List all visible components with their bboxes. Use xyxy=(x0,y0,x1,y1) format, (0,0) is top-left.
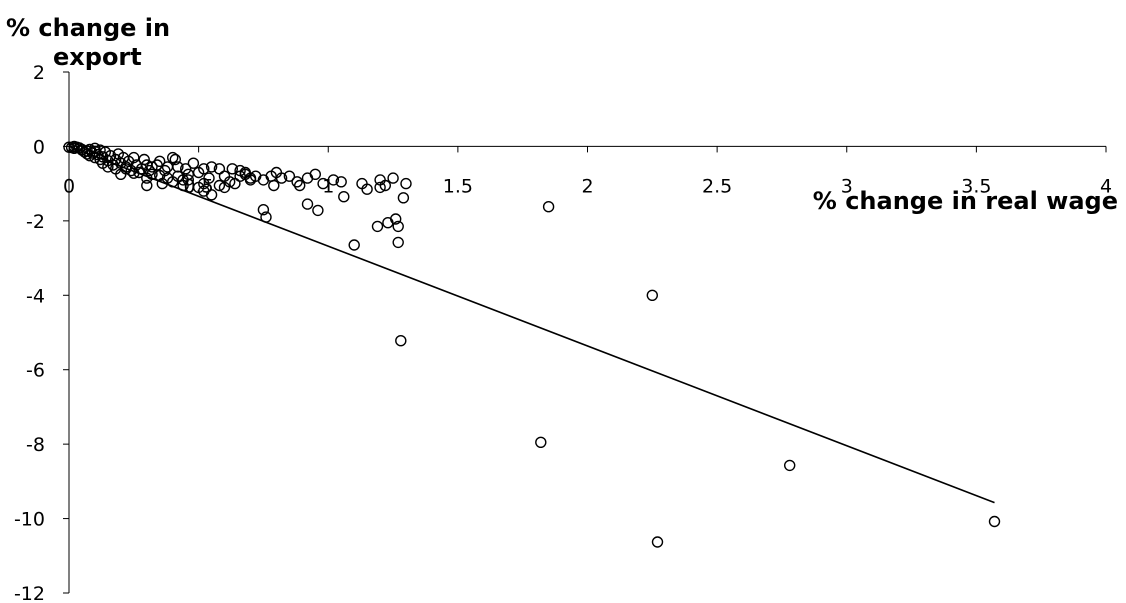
data-point xyxy=(166,151,179,164)
data-point xyxy=(213,179,226,192)
data-point xyxy=(141,179,153,192)
data-point xyxy=(153,155,166,168)
x-tick-label: 4 xyxy=(1100,175,1112,197)
x-tick-label: 2 xyxy=(581,175,593,197)
y-tick-label: -8 xyxy=(26,434,45,456)
data-point xyxy=(646,289,658,301)
data-point xyxy=(400,177,412,190)
data-point xyxy=(234,170,246,182)
data-point xyxy=(229,177,241,190)
data-point xyxy=(260,211,272,223)
y-tick-label: -12 xyxy=(14,583,45,603)
x-tick-label: 1 xyxy=(322,175,334,197)
data-point xyxy=(198,163,210,175)
data-point xyxy=(102,161,114,173)
data-point xyxy=(257,203,270,216)
data-point xyxy=(356,177,368,190)
y-axis-title-line2: export xyxy=(53,43,142,71)
data-point xyxy=(244,172,257,184)
data-point xyxy=(309,168,321,181)
data-point xyxy=(542,200,555,213)
data-point xyxy=(179,163,192,175)
data-point xyxy=(392,236,404,249)
y-tick-label: -4 xyxy=(26,285,45,307)
data-point xyxy=(379,179,391,192)
data-point xyxy=(205,161,218,173)
x-tick-label: 3.5 xyxy=(961,175,991,197)
data-point xyxy=(371,220,384,233)
x-tick-label: 0 xyxy=(63,175,75,197)
y-tick-label: 0 xyxy=(33,136,45,158)
data-point xyxy=(141,172,153,184)
data-point xyxy=(182,174,195,186)
data-point xyxy=(784,459,796,472)
data-point xyxy=(374,181,386,194)
trend-line xyxy=(68,145,995,504)
data-point xyxy=(205,189,218,201)
data-point xyxy=(294,179,306,192)
data-point xyxy=(335,176,347,188)
y-tick-label: -2 xyxy=(26,211,45,233)
y-tick-label: -10 xyxy=(14,509,45,531)
data-point xyxy=(651,536,664,548)
data-points xyxy=(63,140,1001,548)
data-point xyxy=(187,157,200,169)
data-point xyxy=(535,436,547,448)
x-ticks: 0 0.5 1 1.5 2 2.5 3 3.5 4 xyxy=(63,146,1112,197)
y-tick-label: 2 xyxy=(33,62,45,84)
data-point xyxy=(397,192,410,204)
data-point xyxy=(301,198,314,210)
data-point xyxy=(226,163,239,175)
x-tick-label: 1.5 xyxy=(443,175,473,197)
data-point xyxy=(128,151,140,164)
data-point xyxy=(161,161,174,173)
data-point xyxy=(988,515,1001,528)
data-point xyxy=(128,167,140,179)
data-point xyxy=(348,239,360,251)
x-tick-label: 0.5 xyxy=(184,175,214,197)
data-point xyxy=(390,213,402,225)
y-axis-title-line1: % change in xyxy=(6,14,170,42)
data-point xyxy=(218,181,231,194)
data-point xyxy=(283,170,296,182)
data-point xyxy=(312,204,324,217)
data-point xyxy=(327,174,340,186)
data-point xyxy=(138,153,150,166)
data-point xyxy=(317,177,329,190)
x-axis-title: % change in real wage xyxy=(813,187,1118,215)
data-point xyxy=(392,220,404,233)
data-point xyxy=(89,151,101,164)
y-tick-label: -6 xyxy=(26,360,45,382)
x-tick-label: 3 xyxy=(841,175,853,197)
data-point xyxy=(268,179,280,192)
data-point xyxy=(203,172,215,184)
data-point xyxy=(169,153,182,166)
data-point xyxy=(338,190,350,203)
data-point xyxy=(387,172,399,184)
y-ticks: 2 0 -2 -4 -6 -8 -10 -12 xyxy=(14,62,69,603)
data-point xyxy=(275,172,288,184)
x-tick-label: 2.5 xyxy=(702,175,732,197)
data-point xyxy=(395,335,407,347)
data-point xyxy=(146,161,158,173)
